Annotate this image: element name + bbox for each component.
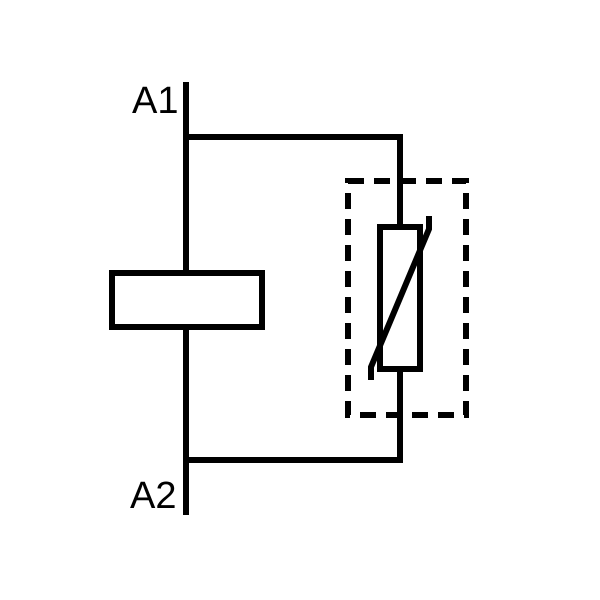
coil-symbol: [112, 273, 262, 327]
terminal-label-a1: A1: [132, 80, 178, 122]
terminal-label-a2: A2: [130, 475, 176, 517]
circuit-diagram: A1 A2: [0, 0, 600, 600]
